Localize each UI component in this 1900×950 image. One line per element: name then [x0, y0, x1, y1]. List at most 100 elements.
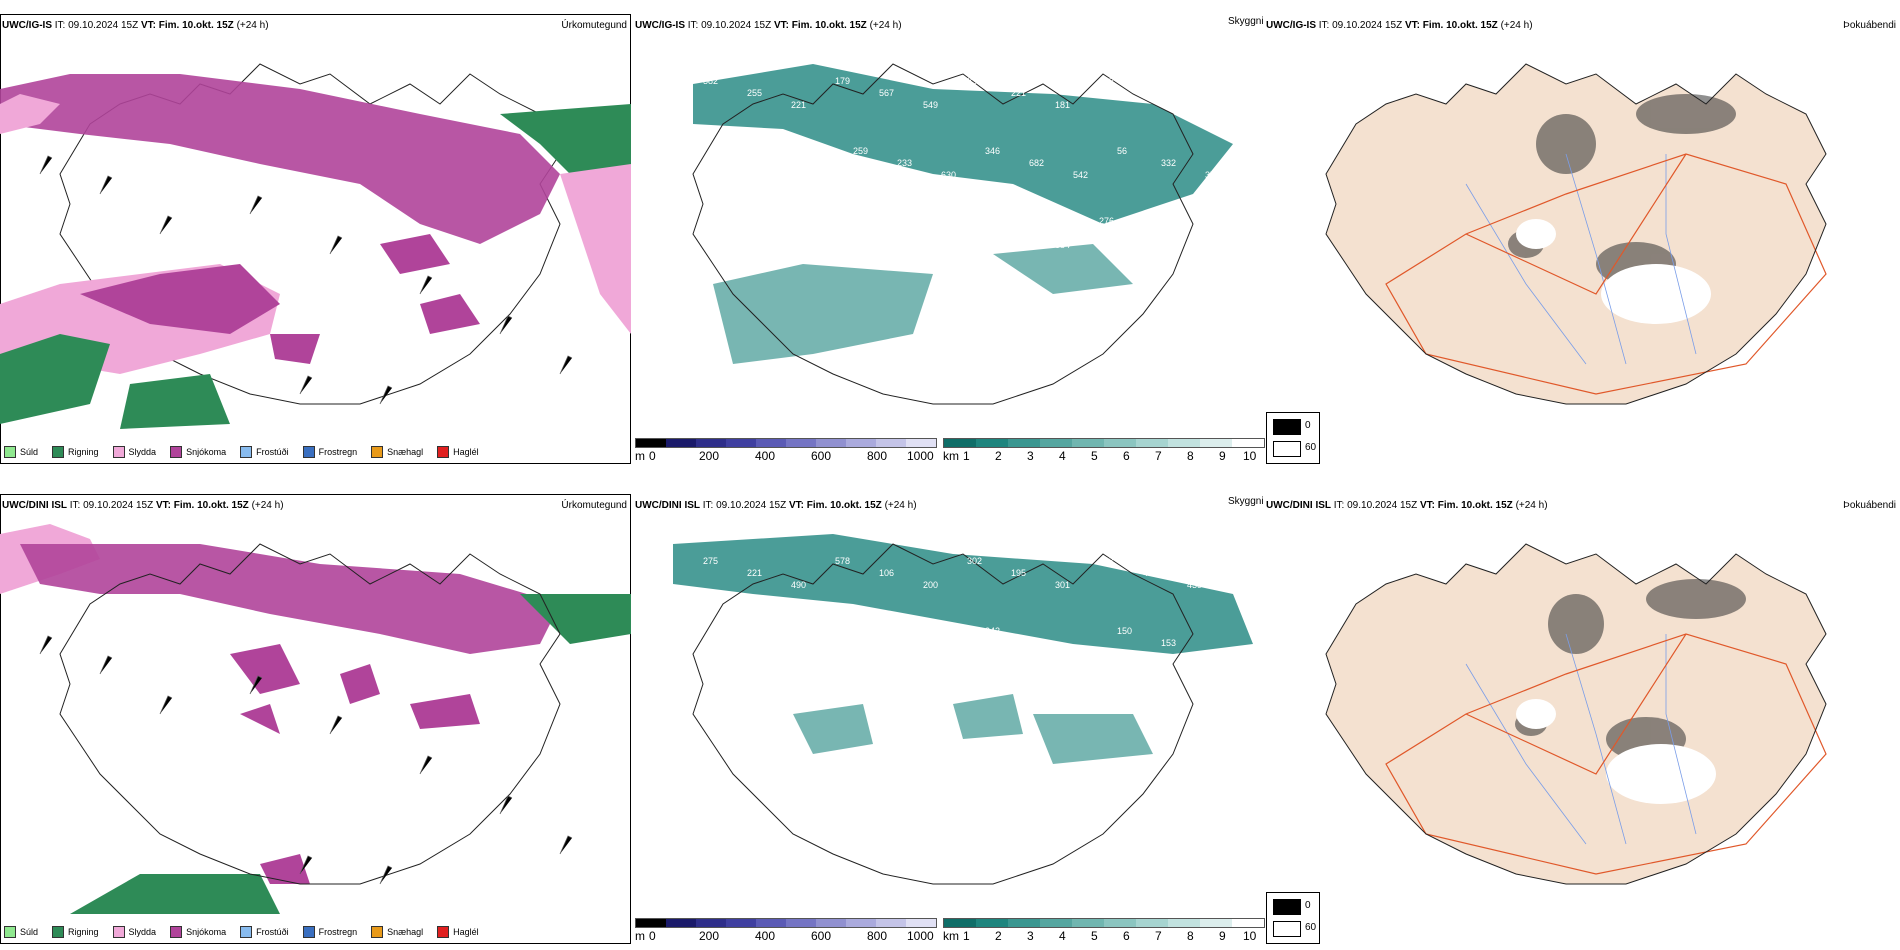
swatch	[240, 446, 253, 458]
ceiling-colorbar: m 0 200 400 600 800 1000	[635, 438, 937, 463]
tick-label: 200	[699, 449, 720, 463]
cloud-base-label: 255	[747, 88, 762, 98]
lead-time: (+24 h)	[1500, 20, 1533, 31]
panel-title: UWC/IG-IS IT: 09.10.2024 15Z VT: Fim. 10…	[635, 20, 902, 31]
legend-value: 0	[1305, 420, 1311, 431]
vt-label: VT:	[1404, 20, 1420, 31]
cloud-base-label: 316	[897, 638, 912, 648]
cloud-base-label: 474	[1143, 568, 1158, 578]
cloud-base-label: 241	[1029, 638, 1044, 648]
it-value: 09.10.2024 15Z	[1347, 500, 1418, 511]
tick-label: 6	[1123, 929, 1130, 943]
swatch	[170, 926, 183, 938]
cloud-base-label: 170	[765, 638, 780, 648]
cloud-base-label: 232	[1187, 100, 1202, 110]
panel-title: UWC/DINI ISL IT: 09.10.2024 15Z VT: Fim.…	[1266, 500, 1548, 511]
cloud-base-label: 181	[1055, 100, 1070, 110]
swatch	[302, 446, 315, 458]
cloud-base-label: 584	[1055, 240, 1070, 250]
visibility-colorbar: km 1 2 3 4 5 6 7 8 9 10	[943, 438, 1265, 463]
legend-label: Snæhagl	[387, 447, 424, 457]
forecast-row-ig-is: UWC/IG-IS IT: 09.10.2024 15Z VT: Fim. 10…	[0, 0, 1900, 470]
legend-label: Snæhagl	[387, 927, 424, 937]
visibility-colorbar: km 1 2 3 4 5 6 7 8 9 10	[943, 918, 1265, 943]
cloud-base-label: 106	[879, 568, 894, 578]
it-label: IT:	[687, 20, 699, 31]
tick-label: 1000	[907, 929, 934, 943]
legend-label: Frostúði	[256, 927, 289, 937]
vt-value: Fim. 10.okt. 15Z	[791, 20, 867, 31]
tick-label: 800	[867, 449, 888, 463]
cloud-base-label: 221	[791, 100, 806, 110]
legend-label: Frostregn	[318, 447, 358, 457]
cloud-base-labels: 582 255 221 179 567 549 331 221 181 302 275 232 230 3…	[703, 76, 1220, 250]
panel-title: UWC/IG-IS IT: 09.10.2024 15Z VT: Fim. 10…	[2, 20, 269, 31]
cloud-base-label: 302	[1099, 76, 1114, 86]
cloud-base-label: 276	[1099, 216, 1114, 226]
legend-item: Rigning	[52, 926, 99, 938]
vt-label: VT:	[155, 500, 171, 511]
cloud-base-label: 233	[897, 158, 912, 168]
legend-label: Slydda	[128, 927, 157, 937]
iceland-precip-map	[0, 524, 631, 914]
low-cloud-area	[673, 534, 1253, 654]
swatch	[240, 926, 253, 938]
vt-label: VT:	[788, 500, 804, 511]
legend-item: Snjókoma	[170, 446, 226, 458]
vt-value: Fim. 10.okt. 15Z	[1437, 500, 1513, 511]
lead-time: (+24 h)	[884, 500, 917, 511]
fog-indicator-panel: UWC/DINI ISL IT: 09.10.2024 15Z VT: Fim.…	[1266, 480, 1900, 950]
colorbar-strip	[943, 918, 1265, 928]
tick-label: 4	[1059, 929, 1066, 943]
snow-area	[380, 234, 450, 274]
cloud-base-label: 275	[1143, 88, 1158, 98]
tick-label: 800	[867, 929, 888, 943]
cloud-base-label: 301	[1055, 580, 1070, 590]
iceland-precip-map	[0, 63, 631, 429]
it-label: IT:	[54, 20, 66, 31]
cloud-base-label: 911	[721, 626, 735, 636]
iceland-fog-map	[1325, 543, 1827, 885]
panel-title: UWC/DINI ISL IT: 09.10.2024 15Z VT: Fim.…	[2, 500, 284, 511]
panel-title: UWC/DINI ISL IT: 09.10.2024 15Z VT: Fim.…	[635, 500, 917, 511]
model-name: UWC/IG-IS	[635, 20, 685, 31]
tick-label: 2	[995, 449, 1002, 463]
low-cloud-area	[793, 694, 1153, 764]
cloud-base-label: 490	[791, 580, 806, 590]
rain-area	[70, 874, 280, 914]
vt-label: VT:	[1419, 500, 1435, 511]
low-cloud-area	[993, 244, 1133, 294]
cloud-base-label: 472	[941, 650, 956, 660]
fog-legend: 0 60	[1266, 412, 1320, 464]
panel-frame	[0, 494, 631, 944]
iceland-cloud-map: 582 255 221 179 567 549 331 221 181 302 275 232 230 3…	[692, 63, 1233, 405]
model-name: UWC/DINI ISL	[2, 500, 67, 511]
tick-label: 6	[1123, 449, 1130, 463]
cloud-base-label: 258	[809, 170, 824, 180]
cloud-base-label: 195	[1011, 568, 1026, 578]
tick-label: 3	[1027, 929, 1034, 943]
tick-label: 0	[649, 449, 656, 463]
panel-title: UWC/IG-IS IT: 09.10.2024 15Z VT: Fim. 10…	[1266, 20, 1533, 31]
tick-label: 2	[995, 929, 1002, 943]
param-name: Úrkomutegund	[561, 500, 627, 511]
cloud-base-label: 297	[879, 228, 894, 238]
vt-label: VT:	[140, 20, 156, 31]
roads	[1385, 153, 1827, 395]
tick-label: 1	[963, 449, 970, 463]
legend-item: Haglél	[437, 926, 479, 938]
legend-label: Frostúði	[256, 447, 289, 457]
forecast-row-dini-isl: UWC/DINI ISL IT: 09.10.2024 15Z VT: Fim.…	[0, 480, 1900, 950]
snow-area	[230, 644, 480, 734]
swatch	[52, 446, 65, 458]
legend-value: 0	[1305, 900, 1311, 911]
legend-label: Snjókoma	[186, 447, 227, 457]
cloud-base-label: 630	[941, 170, 956, 180]
tick-label: 5	[1091, 929, 1098, 943]
it-label: IT:	[1333, 500, 1345, 511]
rivers	[1465, 153, 1697, 365]
fog-legend: 0 60	[1266, 892, 1320, 944]
colorbar-strip	[635, 918, 937, 928]
it-value: 09.10.2024 15Z	[68, 20, 139, 31]
tick-label: 9	[1219, 449, 1226, 463]
